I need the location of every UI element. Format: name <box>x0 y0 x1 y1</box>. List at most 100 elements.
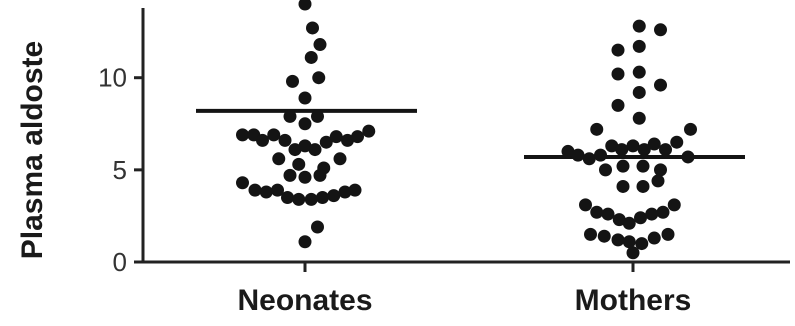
data-point-mothers-8 <box>632 85 646 99</box>
data-point-mothers-25 <box>616 159 630 173</box>
data-point-neonates-31 <box>248 183 262 197</box>
data-point-mothers-18 <box>626 139 640 153</box>
data-point-neonates-28 <box>298 170 312 184</box>
data-point-neonates-22 <box>362 124 376 138</box>
data-point-mothers-13 <box>571 148 585 162</box>
data-point-neonates-26 <box>333 152 347 166</box>
data-point-neonates-13 <box>267 128 281 142</box>
data-point-mothers-0 <box>632 19 646 33</box>
data-point-neonates-29 <box>313 168 327 182</box>
y-tick-label-0: 0 <box>113 247 127 277</box>
data-point-neonates-10 <box>236 128 249 142</box>
data-point-mothers-24 <box>599 163 612 177</box>
data-point-mothers-6 <box>654 78 667 92</box>
data-point-mothers-27 <box>654 163 667 177</box>
data-point-mothers-4 <box>611 67 625 81</box>
data-point-neonates-33 <box>271 183 284 197</box>
data-point-mothers-42 <box>611 233 625 247</box>
data-point-neonates-17 <box>308 143 322 157</box>
data-point-neonates-32 <box>259 185 273 199</box>
data-point-neonates-27 <box>283 168 297 182</box>
data-point-mothers-31 <box>579 198 592 212</box>
data-point-neonates-19 <box>329 130 343 144</box>
y-axis-title-group: Plasma aldoste <box>16 41 49 259</box>
data-point-mothers-10 <box>590 122 604 136</box>
data-point-neonates-23 <box>272 152 286 166</box>
data-point-mothers-1 <box>654 23 667 37</box>
mean-lines <box>196 108 745 159</box>
data-point-neonates-38 <box>327 189 341 203</box>
data-point-neonates-16 <box>298 139 312 153</box>
data-point-neonates-15 <box>288 143 302 157</box>
y-tick-label-10: 10 <box>98 63 127 93</box>
data-point-mothers-35 <box>622 216 636 230</box>
data-point-neonates-21 <box>351 130 364 144</box>
data-point-mothers-43 <box>622 235 636 249</box>
data-point-mothers-23 <box>681 150 695 164</box>
data-point-mothers-33 <box>601 207 615 221</box>
data-point-neonates-41 <box>311 220 324 234</box>
x-tick-label-neonates: Neonates <box>237 284 372 317</box>
data-point-neonates-12 <box>256 133 269 147</box>
y-axis-title: Plasma aldoste <box>16 41 49 259</box>
data-point-mothers-46 <box>661 227 675 241</box>
data-point-mothers-12 <box>561 144 575 158</box>
data-point-mothers-45 <box>647 231 661 245</box>
data-point-mothers-37 <box>645 207 659 221</box>
data-point-neonates-24 <box>292 157 306 171</box>
data-point-mothers-41 <box>597 229 611 243</box>
data-point-neonates-42 <box>298 235 312 249</box>
data-point-mothers-29 <box>636 179 650 193</box>
data-point-mothers-44 <box>635 237 649 251</box>
data-point-neonates-34 <box>281 191 294 204</box>
data-point-mothers-38 <box>656 205 670 219</box>
data-point-neonates-37 <box>316 191 329 204</box>
data-point-neonates-1 <box>306 21 319 35</box>
data-point-mothers-19 <box>637 143 651 157</box>
data-point-mothers-15 <box>594 148 607 162</box>
data-point-neonates-6 <box>298 91 312 105</box>
data-point-mothers-21 <box>659 143 672 157</box>
data-point-mothers-28 <box>616 179 630 193</box>
data-point-mothers-20 <box>647 137 661 151</box>
data-point-neonates-4 <box>286 74 299 88</box>
y-tick-label-5: 5 <box>113 155 127 185</box>
data-point-neonates-2 <box>313 38 327 52</box>
data-point-neonates-20 <box>341 133 354 147</box>
data-point-neonates-0 <box>298 0 312 11</box>
data-point-mothers-40 <box>584 227 597 241</box>
data-point-mothers-47 <box>626 246 640 260</box>
data-point-mothers-2 <box>611 43 625 57</box>
data-point-mothers-17 <box>615 143 629 157</box>
data-point-neonates-14 <box>278 133 292 147</box>
data-point-neonates-18 <box>319 135 333 149</box>
data-point-neonates-8 <box>298 117 312 131</box>
data-points <box>236 0 697 260</box>
data-point-neonates-9 <box>311 109 324 123</box>
data-point-mothers-34 <box>612 213 626 227</box>
data-point-neonates-36 <box>304 192 318 206</box>
data-point-neonates-35 <box>292 192 306 206</box>
data-point-mothers-22 <box>670 135 684 149</box>
data-point-mothers-26 <box>636 159 650 173</box>
data-point-mothers-39 <box>667 198 681 212</box>
labels: 0 5 10 Neonates Mothers <box>98 63 691 317</box>
data-point-neonates-3 <box>304 50 318 64</box>
data-point-mothers-9 <box>632 111 646 125</box>
data-point-mothers-36 <box>634 211 647 225</box>
data-point-neonates-39 <box>338 185 352 199</box>
data-point-neonates-5 <box>312 71 326 85</box>
axes <box>134 8 790 272</box>
data-point-neonates-30 <box>236 176 249 190</box>
data-point-mothers-5 <box>632 65 646 79</box>
data-point-mothers-14 <box>582 152 596 166</box>
data-point-mothers-11 <box>684 122 697 136</box>
data-point-neonates-40 <box>348 183 362 197</box>
data-point-mothers-32 <box>590 205 604 219</box>
data-point-mothers-3 <box>632 39 646 53</box>
data-point-mothers-30 <box>651 174 665 188</box>
data-point-neonates-7 <box>283 109 297 123</box>
data-point-mothers-16 <box>605 139 619 153</box>
data-point-mothers-7 <box>611 98 625 112</box>
